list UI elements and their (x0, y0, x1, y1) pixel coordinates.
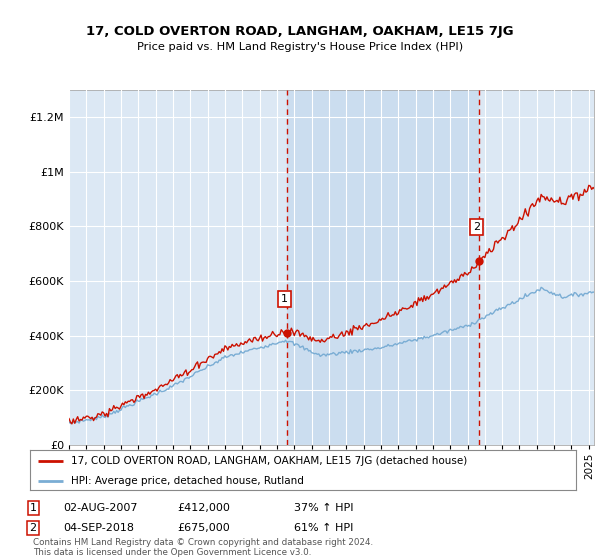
Text: 02-AUG-2007: 02-AUG-2007 (63, 503, 137, 514)
Text: 2: 2 (29, 522, 37, 533)
Text: HPI: Average price, detached house, Rutland: HPI: Average price, detached house, Rutl… (71, 476, 304, 486)
Text: Contains HM Land Registry data © Crown copyright and database right 2024.
This d: Contains HM Land Registry data © Crown c… (33, 538, 373, 557)
Text: 17, COLD OVERTON ROAD, LANGHAM, OAKHAM, LE15 7JG (detached house): 17, COLD OVERTON ROAD, LANGHAM, OAKHAM, … (71, 456, 467, 465)
Text: 04-SEP-2018: 04-SEP-2018 (63, 522, 134, 533)
Text: 61% ↑ HPI: 61% ↑ HPI (294, 522, 353, 533)
Bar (287, 90, 479, 445)
Text: £412,000: £412,000 (177, 503, 230, 514)
Text: £675,000: £675,000 (177, 522, 230, 533)
Text: 17, COLD OVERTON ROAD, LANGHAM, OAKHAM, LE15 7JG: 17, COLD OVERTON ROAD, LANGHAM, OAKHAM, … (86, 25, 514, 38)
Text: Price paid vs. HM Land Registry's House Price Index (HPI): Price paid vs. HM Land Registry's House … (137, 42, 463, 52)
Text: 1: 1 (29, 503, 37, 514)
Text: 37% ↑ HPI: 37% ↑ HPI (294, 503, 353, 514)
Text: 1: 1 (281, 294, 288, 304)
Text: 2: 2 (473, 222, 480, 232)
